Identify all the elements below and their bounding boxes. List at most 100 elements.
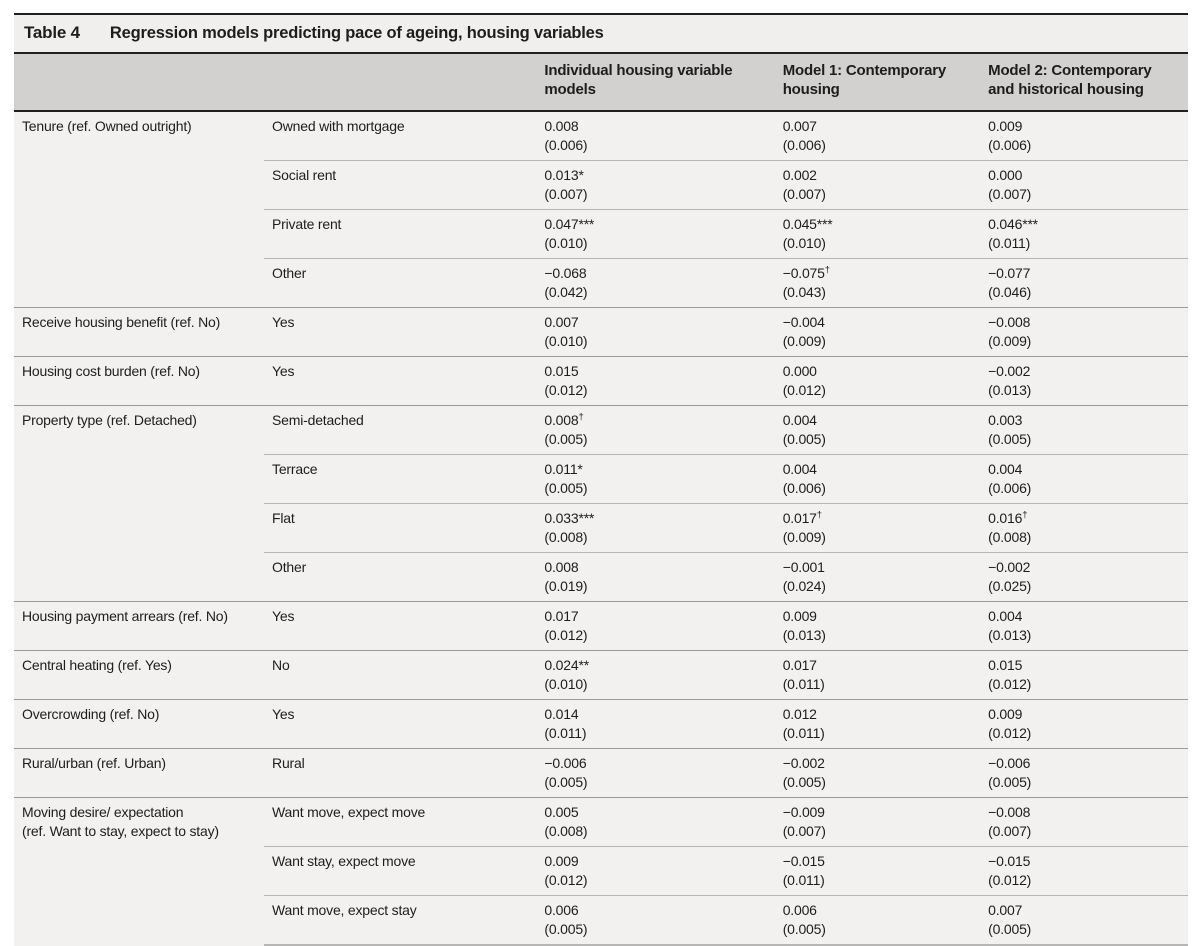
variable-cell: Central heating (ref. Yes) (14, 650, 265, 700)
standard-error: (0.005) (988, 921, 1032, 937)
standard-error: (0.005) (782, 774, 826, 790)
estimate-cell: 0.008 (0.019) (536, 552, 775, 602)
estimate-value: 0.014 (544, 706, 579, 722)
estimate-cell: 0.004 (0.005) (774, 405, 981, 455)
standard-error: (0.009) (782, 333, 826, 349)
estimate-cell: −0.008 (0.007) (980, 797, 1188, 847)
estimate-value: 0.004 (988, 461, 1023, 477)
estimate-cell: 0.046*** (0.011) (980, 209, 1188, 259)
estimate-value: 0.008 (544, 559, 579, 575)
table-header: Individual housing variable models Model… (14, 54, 1188, 112)
estimate-value: −0.009 (782, 804, 825, 820)
column-header-individual-models: Individual housing variable models (536, 54, 775, 112)
regression-table: Table 4 Regression models predicting pac… (14, 13, 1188, 946)
estimate-cell: 0.009 (0.012) (980, 699, 1188, 749)
standard-error: (0.006) (988, 480, 1032, 496)
estimate-cell: 0.004 (0.006) (774, 454, 981, 504)
estimate-value: 0.005 (544, 804, 579, 820)
standard-error: (0.005) (988, 431, 1032, 447)
category-cell: Want move, expect stay (264, 895, 537, 946)
category-cell: Yes (264, 307, 537, 357)
estimate-value: 0.007 (544, 314, 579, 330)
standard-error: (0.011) (782, 725, 825, 741)
estimate-cell: 0.004 (0.006) (980, 454, 1188, 504)
estimate-value: 0.015 (544, 363, 579, 379)
category-cell: Terrace (264, 454, 537, 504)
variable-cell: Property type (ref. Detached) (14, 405, 265, 602)
estimate-cell: 0.009 (0.006) (980, 111, 1188, 161)
standard-error: (0.013) (988, 382, 1032, 398)
variable-cell: Moving desire/ expectation (ref. Want to… (14, 797, 265, 945)
variable-cell: Rural/urban (ref. Urban) (14, 748, 265, 798)
estimate-cell: 0.000 (0.007) (980, 160, 1188, 210)
estimate-cell: 0.008 (0.006) (536, 111, 774, 161)
estimate-value: 0.015 (988, 657, 1023, 673)
estimate-value: −0.001 (782, 559, 825, 575)
estimate-value: −0.015 (988, 853, 1031, 869)
standard-error: (0.011) (988, 235, 1031, 251)
estimate-cell: 0.004 (0.013) (980, 601, 1188, 651)
estimate-cell: 0.006 (0.005) (774, 895, 981, 946)
table-row: Other 0.008 (0.019) −0.001 (0.024) −0.002 (0.0… (14, 552, 1188, 602)
standard-error: (0.006) (782, 137, 826, 153)
estimate-value: 0.011* (544, 461, 583, 477)
estimate-value: 0.006 (544, 902, 579, 918)
category-cell: Want stay, expect move (264, 846, 537, 896)
estimate-cell: 0.024** (0.010) (536, 650, 775, 700)
estimate-cell: −0.002 (0.005) (774, 748, 981, 798)
estimate-value: 0.009 (544, 853, 579, 869)
standard-error: (0.007) (782, 823, 826, 839)
estimate-value: 0.009 (782, 608, 817, 624)
estimate-value: −0.008 (988, 314, 1031, 330)
standard-error: (0.010) (544, 235, 588, 251)
estimate-cell: 0.008† (0.005) (536, 405, 775, 455)
standard-error: (0.007) (544, 186, 588, 202)
data-table: Individual housing variable models Model… (14, 54, 1188, 946)
estimate-cell: −0.006 (0.005) (536, 748, 775, 798)
estimate-cell: 0.003 (0.005) (980, 405, 1188, 455)
standard-error: (0.009) (782, 529, 826, 545)
standard-error: (0.013) (988, 627, 1032, 643)
standard-error: (0.005) (544, 480, 588, 496)
table-row: Housing cost burden (ref. No) Yes 0.015 (0.… (14, 356, 1188, 406)
standard-error: (0.024) (782, 578, 826, 594)
standard-error: (0.005) (544, 774, 588, 790)
estimate-cell: −0.075† (0.043) (774, 258, 981, 308)
estimate-value: −0.077 (988, 265, 1031, 281)
table-row: Private rent 0.047*** (0.010) 0.045*** (0.01… (14, 209, 1188, 259)
estimate-value: 0.017 (544, 608, 579, 624)
estimate-value: 0.017† (782, 509, 822, 526)
estimate-cell: 0.000 (0.012) (774, 356, 981, 406)
estimate-value: 0.004 (782, 461, 817, 477)
estimate-value: 0.000 (988, 167, 1023, 183)
estimate-cell: 0.005 (0.008) (536, 797, 775, 847)
estimate-cell: 0.002 (0.007) (774, 160, 981, 210)
estimate-value: 0.009 (988, 118, 1023, 134)
estimate-value: −0.068 (544, 265, 587, 281)
estimate-value: −0.002 (782, 755, 825, 771)
estimate-cell: −0.068 (0.042) (536, 258, 775, 308)
standard-error: (0.013) (782, 627, 826, 643)
estimate-value: 0.007 (782, 118, 817, 134)
estimate-cell: −0.002 (0.013) (980, 356, 1188, 406)
dagger-marker: † (824, 264, 830, 276)
estimate-cell: 0.033*** (0.008) (536, 503, 775, 553)
table-title: Regression models predicting pace of age… (109, 24, 604, 42)
table-number: Table 4 (24, 23, 80, 42)
table-row: Tenure (ref. Owned outright) Owned with m… (14, 111, 1188, 161)
table-body: Tenure (ref. Owned outright) Owned with m… (14, 111, 1188, 946)
estimate-cell: −0.009 (0.007) (774, 797, 981, 847)
standard-error: (0.025) (988, 578, 1032, 594)
standard-error: (0.012) (988, 676, 1032, 692)
variable-cell: Receive housing benefit (ref. No) (14, 307, 265, 357)
estimate-value: 0.045*** (782, 216, 833, 232)
dagger-marker: † (1022, 509, 1028, 521)
category-cell: Rural (264, 748, 537, 798)
estimate-value: 0.046*** (988, 216, 1038, 232)
estimate-cell: −0.001 (0.024) (774, 552, 981, 602)
estimate-cell: −0.006 (0.005) (980, 748, 1188, 798)
estimate-cell: −0.015 (0.011) (774, 846, 981, 896)
standard-error: (0.019) (544, 578, 588, 594)
estimate-value: 0.012 (782, 706, 817, 722)
standard-error: (0.011) (782, 676, 825, 692)
